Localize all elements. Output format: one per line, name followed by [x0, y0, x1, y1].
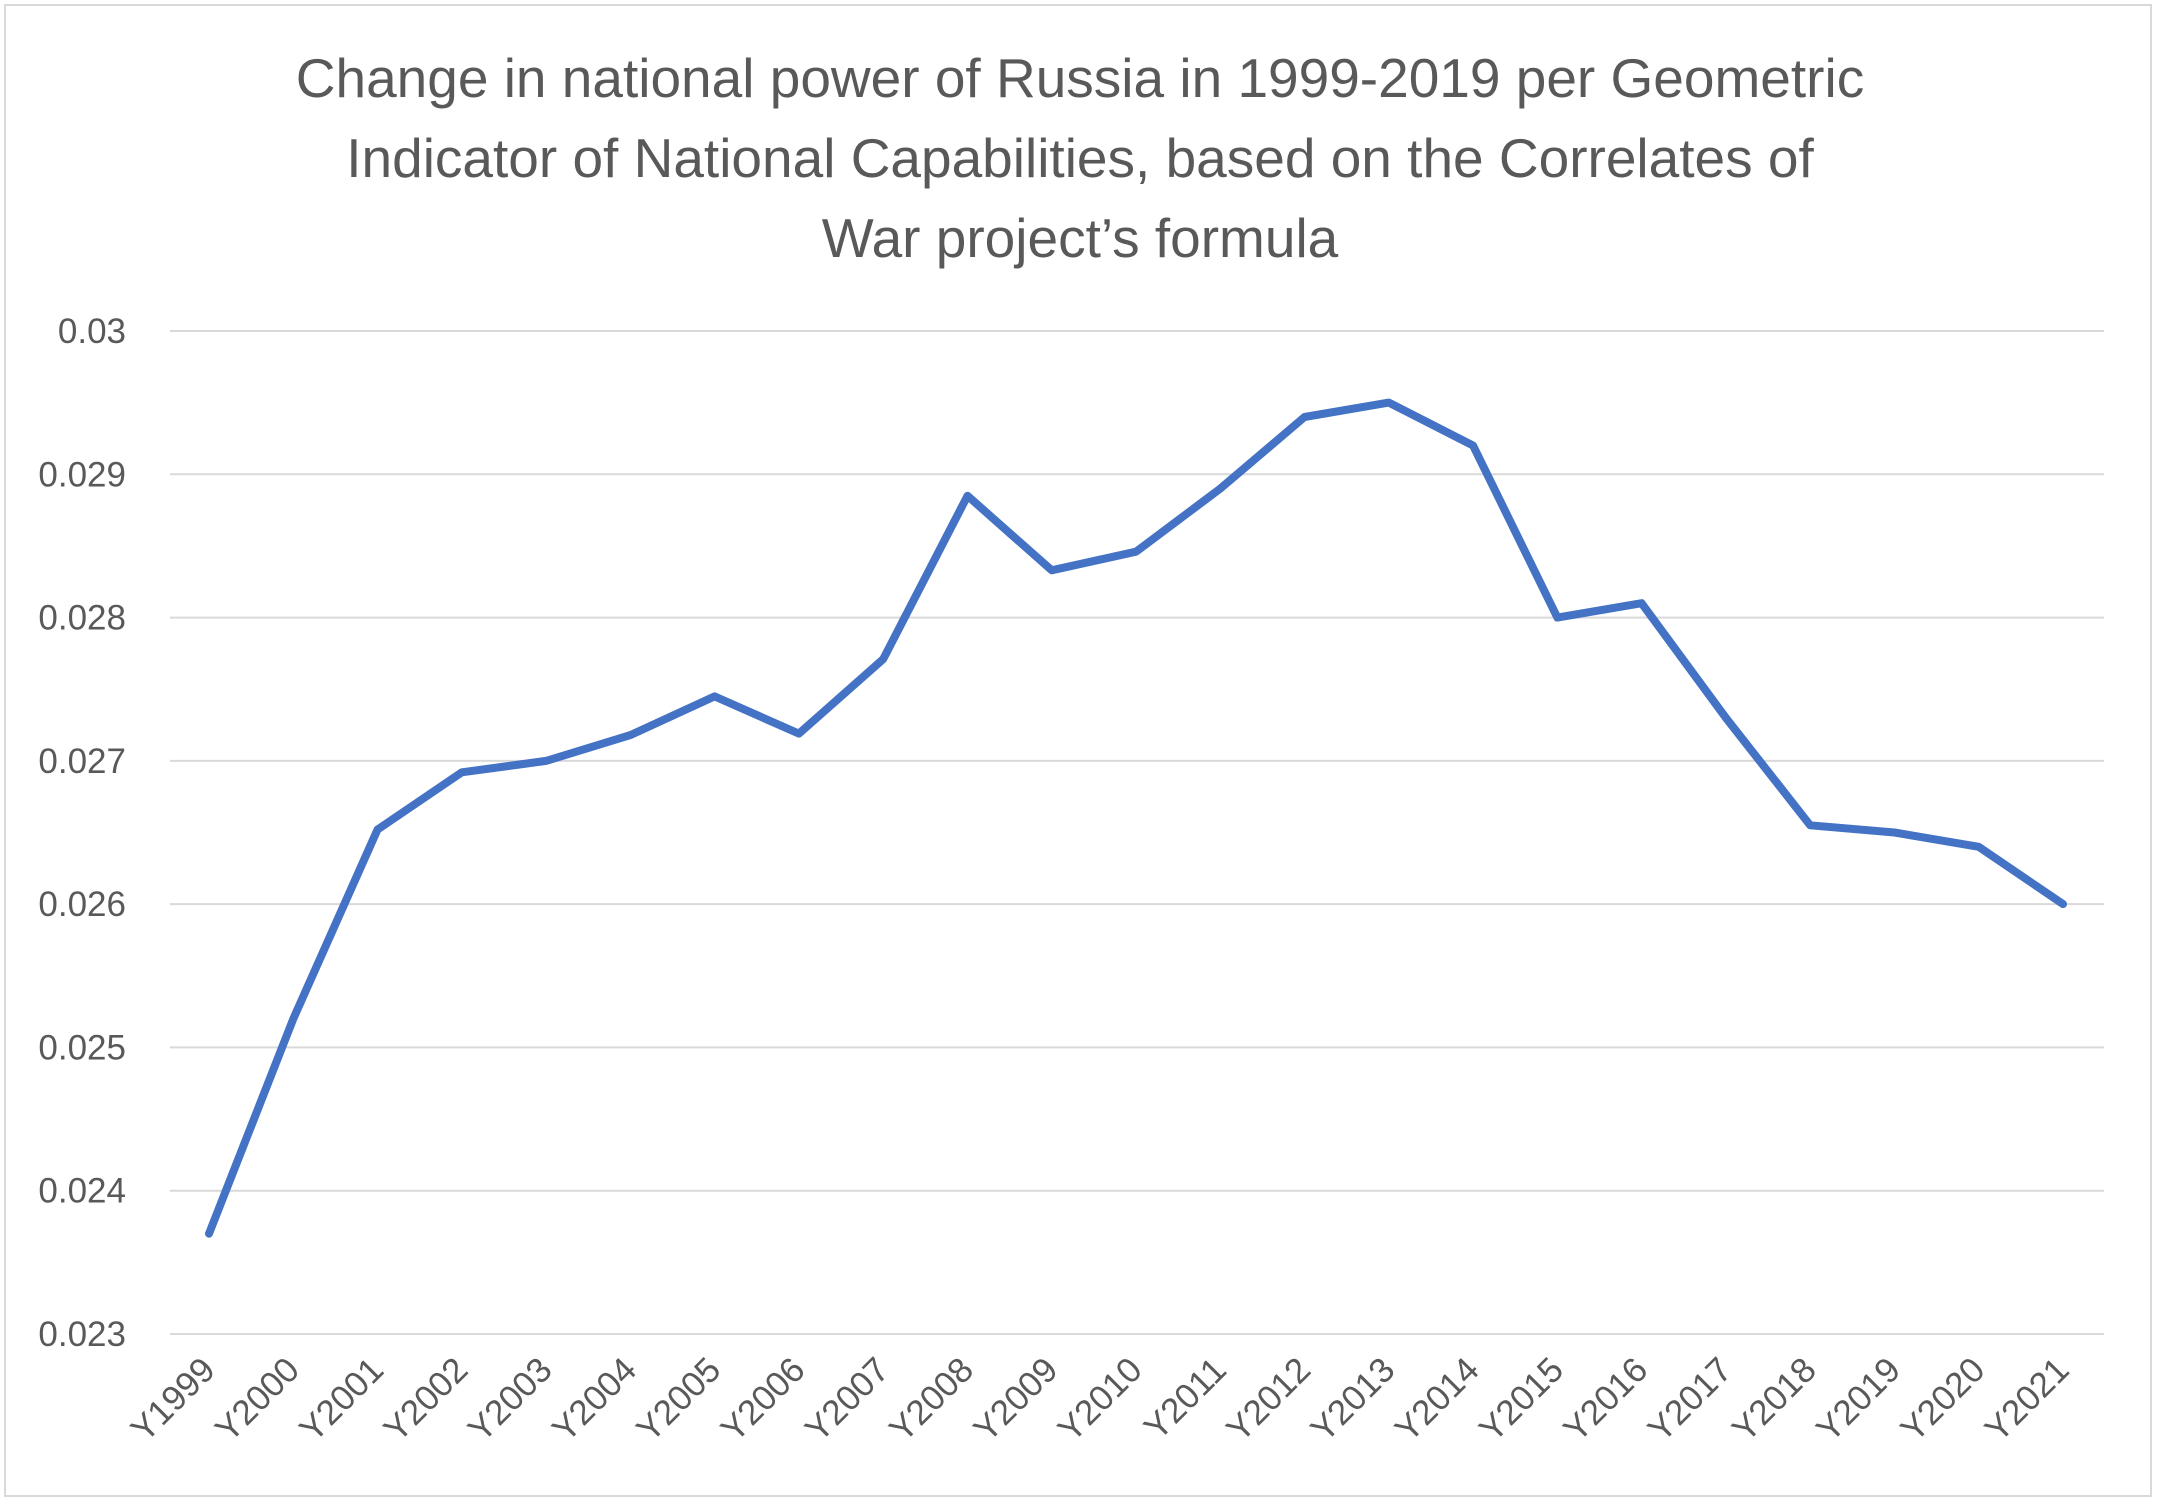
x-tick-label: Y2018	[1725, 1350, 1824, 1449]
data-point	[711, 692, 719, 700]
x-tick-label: Y2013	[1303, 1350, 1402, 1449]
data-point	[458, 768, 466, 776]
data-point	[289, 1015, 297, 1023]
x-tick-label: Y2017	[1640, 1350, 1739, 1449]
data-point	[1216, 485, 1224, 493]
data-point	[879, 655, 887, 663]
data-point	[1553, 614, 1561, 622]
x-axis-ticks: Y1999Y2000Y2001Y2002Y2003Y2004Y2005Y2006…	[124, 1350, 2077, 1449]
y-tick-label: 0.029	[38, 455, 126, 494]
data-point	[626, 731, 634, 739]
data-point	[1301, 413, 1309, 421]
x-tick-label: Y2003	[461, 1350, 560, 1449]
x-tick-label: Y2001	[292, 1350, 391, 1449]
x-tick-label: Y2000	[208, 1350, 307, 1449]
x-tick-label: Y2005	[629, 1350, 728, 1449]
y-tick-label: 0.024	[38, 1172, 126, 1211]
series-layer	[205, 398, 2067, 1238]
chart-title: Change in national power of Russia in 19…	[180, 38, 1980, 278]
chart-area	[4, 4, 2152, 1497]
y-tick-label: 0.028	[38, 599, 126, 638]
series-line	[205, 398, 2067, 1238]
data-point	[1806, 821, 1814, 829]
data-point	[542, 757, 550, 765]
x-tick-label: Y2002	[376, 1350, 475, 1449]
data-point	[2059, 900, 2067, 908]
y-tick-label: 0.027	[38, 742, 126, 781]
gridlines	[170, 330, 2104, 1335]
x-tick-label: Y2004	[545, 1350, 644, 1449]
data-point	[374, 826, 382, 834]
x-tick-label: Y2012	[1219, 1350, 1318, 1449]
data-point	[1132, 548, 1140, 556]
data-point	[795, 730, 803, 738]
x-tick-label: Y2006	[713, 1350, 812, 1449]
x-tick-label: Y1999	[124, 1350, 223, 1449]
chart-title-line-3: War project’s formula	[821, 207, 1339, 269]
y-tick-label: 0.025	[38, 1028, 126, 1067]
data-point	[963, 492, 971, 500]
y-tick-label: 0.023	[38, 1315, 126, 1354]
data-point	[1890, 829, 1898, 837]
data-point	[1385, 399, 1393, 407]
y-tick-label: 0.03	[58, 312, 126, 351]
y-tick-label: 0.026	[38, 885, 126, 924]
x-tick-label: Y2011	[1137, 1350, 1234, 1447]
x-tick-label: Y2016	[1556, 1350, 1655, 1449]
x-tick-label: Y2015	[1472, 1350, 1571, 1449]
data-point	[1722, 714, 1730, 722]
x-tick-label: Y2014	[1388, 1350, 1487, 1449]
x-tick-label: Y2019	[1809, 1350, 1908, 1449]
x-tick-label: Y2010	[1051, 1350, 1150, 1449]
chart-title-line-1: Change in national power of Russia in 19…	[295, 47, 1865, 109]
data-point	[205, 1230, 213, 1238]
y-axis-ticks: 0.023 0.024 0.025 0.026 0.027 0.028 0.029 0.03	[38, 312, 126, 1354]
x-tick-label: Y2009	[966, 1350, 1065, 1449]
data-point	[1048, 566, 1056, 574]
x-tick-label: Y2007	[798, 1350, 897, 1449]
x-tick-label: Y2021	[1978, 1350, 2077, 1449]
x-tick-label: Y2008	[882, 1350, 981, 1449]
chart-title-line-2: Indicator of National Capabilities, base…	[346, 127, 1814, 189]
x-tick-label: Y2020	[1893, 1350, 1992, 1449]
data-point	[1975, 843, 1983, 851]
data-point	[1469, 442, 1477, 450]
data-point	[1638, 599, 1646, 607]
